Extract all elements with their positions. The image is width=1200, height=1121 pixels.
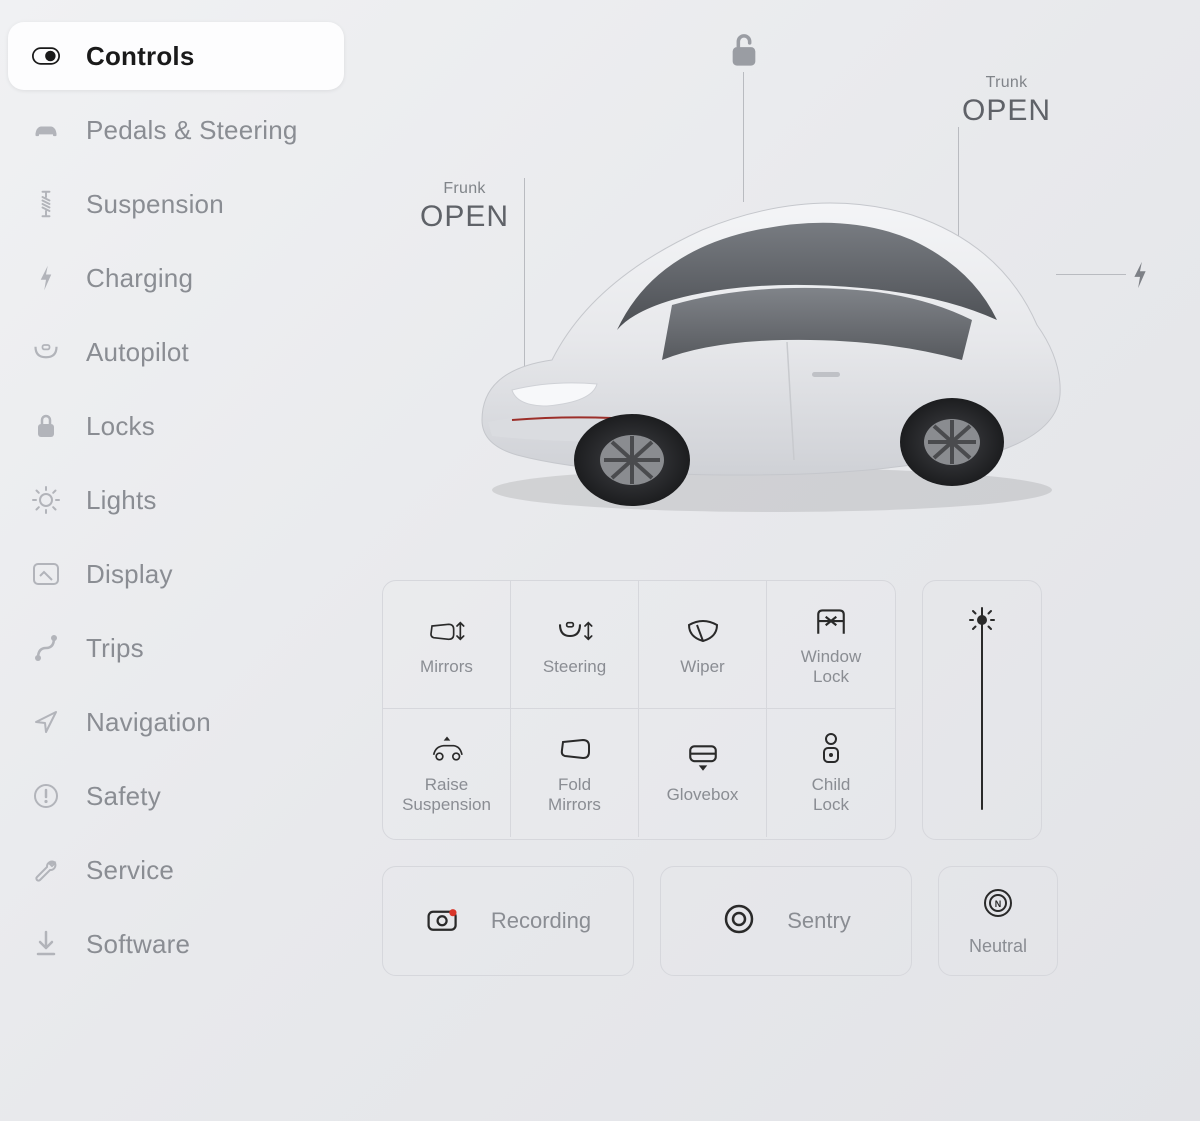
tile-mirrors[interactable]: Mirrors (383, 581, 511, 709)
tile-raise-suspension[interactable]: RaiseSuspension (383, 709, 511, 837)
lock-toggle[interactable] (727, 30, 761, 75)
tile-label: RaiseSuspension (402, 775, 491, 814)
nav-icon (30, 706, 62, 738)
safety-icon (30, 780, 62, 812)
tile-label: WindowLock (801, 647, 861, 686)
sidebar-item-label: Pedals & Steering (86, 115, 298, 146)
vehicle-visual: Frunk OPEN Trunk OPEN (382, 20, 1170, 580)
sidebar-item-label: Autopilot (86, 337, 189, 368)
raise-susp-icon (427, 731, 467, 767)
sidebar-item-service[interactable]: Service (8, 836, 344, 904)
sidebar-item-navigation[interactable]: Navigation (8, 688, 344, 756)
tile-label: Mirrors (420, 657, 473, 677)
lock-icon (30, 410, 62, 442)
sidebar-item-label: Trips (86, 633, 144, 664)
sidebar-item-charging[interactable]: Charging (8, 244, 344, 312)
sidebar: Controls Pedals & Steering Suspension Ch… (0, 0, 352, 1121)
brightness-thumb[interactable] (968, 606, 996, 639)
sidebar-item-suspension[interactable]: Suspension (8, 170, 344, 238)
sidebar-item-display[interactable]: Display (8, 540, 344, 608)
bolt-icon (30, 262, 62, 294)
tile-label: ChildLock (812, 775, 851, 814)
sidebar-item-lights[interactable]: Lights (8, 466, 344, 534)
sidebar-item-label: Lights (86, 485, 157, 516)
neutral-label: Neutral (969, 936, 1027, 957)
svg-text:N: N (995, 899, 1002, 909)
tile-steering[interactable]: Steering (511, 581, 639, 709)
sidebar-item-label: Navigation (86, 707, 211, 738)
sidebar-item-label: Service (86, 855, 174, 886)
tile-wiper[interactable]: Wiper (639, 581, 767, 709)
quick-controls-grid: Mirrors Steering Wiper WindowLock (382, 580, 896, 840)
child-lock-icon (811, 731, 851, 767)
neutral-icon: N (980, 885, 1016, 926)
sidebar-item-label: Charging (86, 263, 193, 294)
fold-mirror-icon (555, 731, 595, 767)
tile-label: Steering (543, 657, 606, 677)
brightness-track (981, 610, 983, 810)
toggle-icon (30, 40, 62, 72)
sidebar-item-label: Safety (86, 781, 161, 812)
sidebar-item-label: Software (86, 929, 190, 960)
sidebar-item-label: Suspension (86, 189, 224, 220)
suspension-icon (30, 188, 62, 220)
sidebar-item-label: Controls (86, 41, 194, 72)
sidebar-item-pedals-steering[interactable]: Pedals & Steering (8, 96, 344, 164)
window-lock-icon (811, 603, 851, 639)
tile-window-lock[interactable]: WindowLock (767, 581, 895, 709)
sidebar-item-safety[interactable]: Safety (8, 762, 344, 830)
mirror-adjust-icon (427, 613, 467, 649)
charge-port-button[interactable] (1130, 260, 1150, 295)
sidebar-item-label: Locks (86, 411, 155, 442)
tile-fold-mirrors[interactable]: FoldMirrors (511, 709, 639, 837)
sidebar-item-trips[interactable]: Trips (8, 614, 344, 682)
tile-label: Wiper (680, 657, 724, 677)
neutral-button[interactable]: N Neutral (938, 866, 1058, 976)
car-icon (30, 114, 62, 146)
wiper-icon (683, 613, 723, 649)
sentry-button[interactable]: Sentry (660, 866, 912, 976)
tile-label: FoldMirrors (548, 775, 601, 814)
trunk-tag: Trunk (962, 74, 1051, 92)
sentry-icon (721, 901, 757, 942)
tile-child-lock[interactable]: ChildLock (767, 709, 895, 837)
trunk-control[interactable]: Trunk OPEN (962, 74, 1051, 128)
dashcam-recording-button[interactable]: Recording (382, 866, 634, 976)
sentry-label: Sentry (787, 908, 851, 934)
sidebar-item-label: Display (86, 559, 173, 590)
display-icon (30, 558, 62, 590)
wheel-icon (30, 336, 62, 368)
trips-icon (30, 632, 62, 664)
bulb-icon (30, 484, 62, 516)
steering-adjust-icon (555, 613, 595, 649)
trunk-open-button[interactable]: OPEN (962, 92, 1051, 128)
recording-label: Recording (491, 908, 591, 934)
wrench-icon (30, 854, 62, 886)
tile-glovebox[interactable]: Glovebox (639, 709, 767, 837)
tile-label: Glovebox (667, 785, 739, 805)
camera-record-icon (425, 901, 461, 942)
brightness-slider[interactable] (922, 580, 1042, 840)
sidebar-item-locks[interactable]: Locks (8, 392, 344, 460)
sidebar-item-controls[interactable]: Controls (8, 22, 344, 90)
vehicle-illustration (442, 160, 1082, 520)
sidebar-item-software[interactable]: Software (8, 910, 344, 978)
glovebox-icon (683, 741, 723, 777)
main-panel: Frunk OPEN Trunk OPEN (352, 0, 1200, 1121)
sidebar-item-autopilot[interactable]: Autopilot (8, 318, 344, 386)
download-icon (30, 928, 62, 960)
